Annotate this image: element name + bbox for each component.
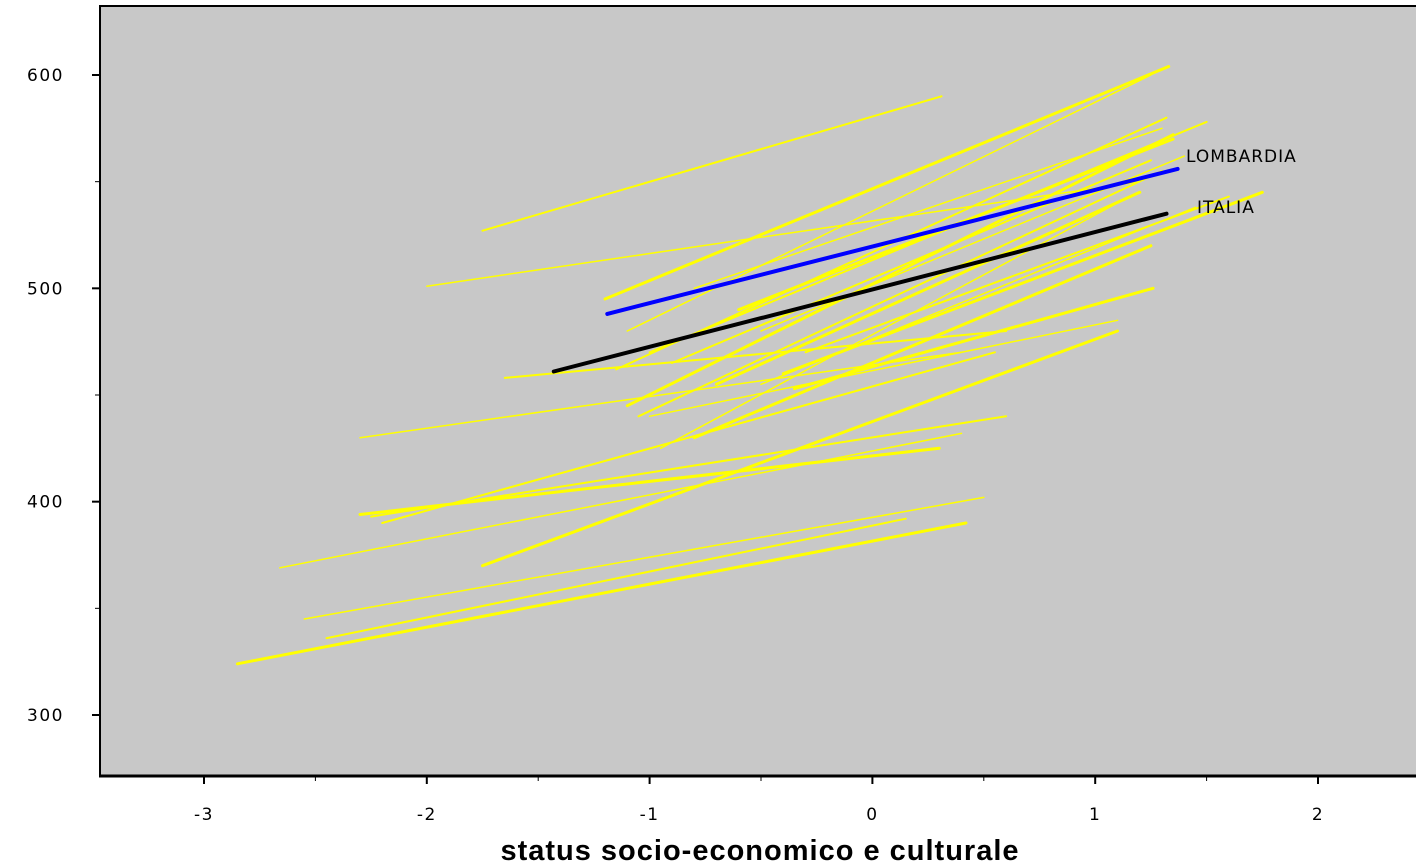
region-line <box>481 95 943 232</box>
region-line <box>279 432 963 569</box>
y-axis-ticks: 300 400 500 600 <box>27 66 100 726</box>
region-line <box>693 127 1163 290</box>
x-axis-ticks: -3 -2 -1 0 1 2 <box>194 776 1324 825</box>
region-line <box>692 244 1153 440</box>
annotation-lombardia: LOMBARDIA <box>1186 147 1297 167</box>
y-tick-label: 300 <box>27 706 64 726</box>
annotation-italia: ITALIA <box>1197 198 1255 218</box>
x-tick-label: -3 <box>194 805 214 825</box>
x-axis-title: status socio-economico e culturale <box>500 835 1019 867</box>
series-line-italia <box>551 211 1169 374</box>
region-line <box>481 329 1119 568</box>
series-line-lombardia <box>605 166 1180 316</box>
x-tick-label: -1 <box>640 805 660 825</box>
region-line <box>637 170 1163 418</box>
region-line <box>804 195 1230 354</box>
region-line <box>648 319 1119 418</box>
y-tick-label: 500 <box>27 279 64 299</box>
region-line <box>625 133 1175 408</box>
highlight-lines <box>551 166 1180 374</box>
y-tick-label: 600 <box>27 66 64 86</box>
region-line <box>359 351 963 439</box>
x-tick-label: -2 <box>417 805 437 825</box>
region-line <box>792 286 1155 391</box>
region-line <box>603 65 1171 301</box>
region-line <box>381 351 996 524</box>
y-tick-label: 400 <box>27 493 64 513</box>
x-tick-label: 1 <box>1089 805 1101 825</box>
x-tick-label: 0 <box>866 805 878 825</box>
region-line <box>503 330 1008 379</box>
region-line <box>648 120 1208 354</box>
region-line <box>235 521 968 666</box>
region-line <box>325 517 907 640</box>
region-line <box>358 446 941 516</box>
plot-background <box>100 6 1416 775</box>
x-tick-label: 2 <box>1312 805 1324 825</box>
region-line <box>303 496 985 620</box>
